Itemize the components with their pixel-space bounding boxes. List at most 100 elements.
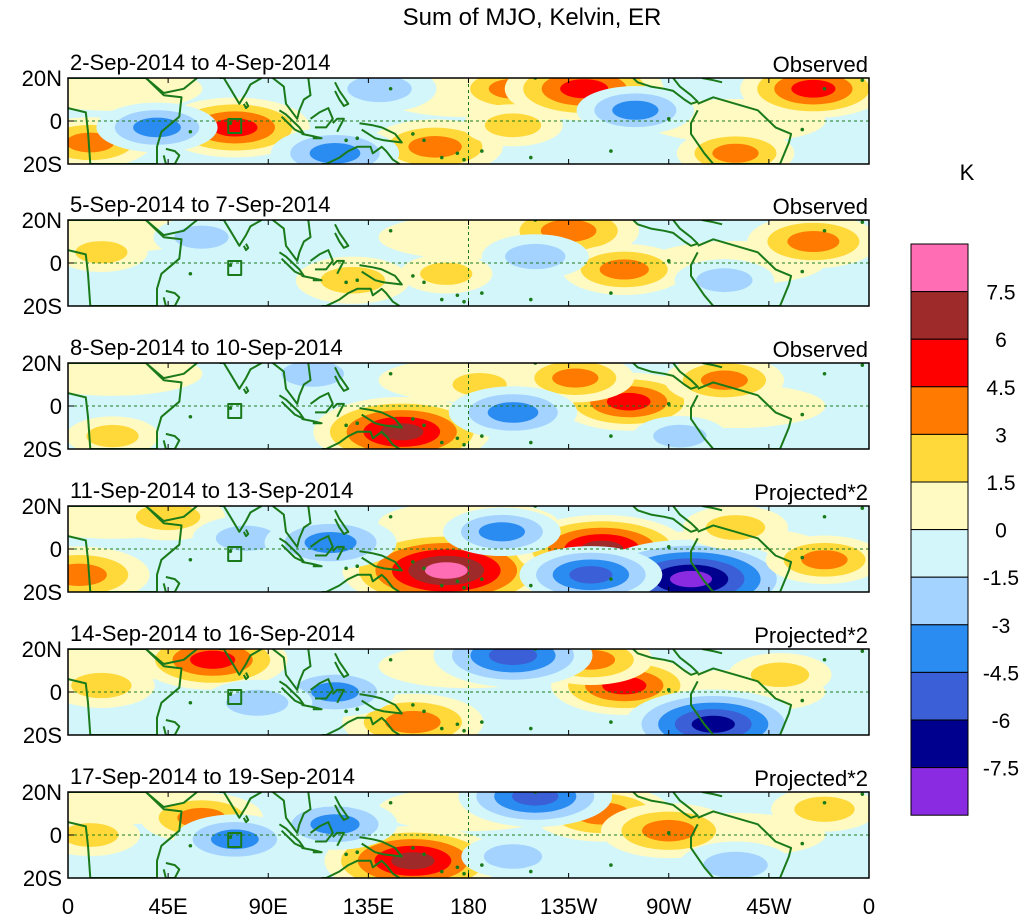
island xyxy=(822,657,827,662)
coastline xyxy=(321,145,401,164)
colorbar-tick-label: -3 xyxy=(992,615,1011,638)
coastline xyxy=(321,716,401,735)
panel: 5-Sep-2014 to 7-Sep-2014 Observed 20N 0 20S xyxy=(22,192,870,319)
y-tick-label: 0 xyxy=(50,823,62,848)
x-tick-label: 0 xyxy=(62,894,74,919)
island xyxy=(411,846,415,850)
y-tick-label: 20S xyxy=(23,723,62,748)
y-tick-label: 0 xyxy=(50,109,62,134)
island xyxy=(355,136,360,140)
island xyxy=(355,707,360,711)
island xyxy=(800,127,805,132)
island xyxy=(860,220,865,224)
island xyxy=(188,557,193,562)
contour-level xyxy=(420,262,473,285)
coastline xyxy=(309,535,334,557)
anomaly-blob xyxy=(519,546,663,592)
panel-date-range: 17-Sep-2014 to 19-Sep-2014 xyxy=(70,764,355,789)
colorbar-swatch xyxy=(910,671,969,721)
coastline xyxy=(690,96,793,164)
island xyxy=(666,259,671,263)
island xyxy=(344,709,348,714)
island xyxy=(188,414,193,419)
anomaly-blob xyxy=(153,220,250,258)
coastline xyxy=(278,823,305,849)
island xyxy=(462,442,466,447)
contour-level xyxy=(281,363,344,387)
contour-level xyxy=(505,243,566,270)
island xyxy=(228,835,233,839)
coastline xyxy=(332,545,345,561)
coastline xyxy=(334,652,350,678)
coastlines xyxy=(68,649,865,735)
panel-field xyxy=(68,78,869,164)
island xyxy=(422,280,426,285)
x-tick-label: 135W xyxy=(540,894,598,919)
anomaly-blob xyxy=(68,232,148,273)
island xyxy=(440,440,444,445)
anomaly-blob xyxy=(443,507,561,557)
island xyxy=(609,577,613,581)
island xyxy=(666,545,671,549)
island xyxy=(822,86,827,91)
coastline xyxy=(632,649,699,676)
island xyxy=(455,293,460,298)
coastline xyxy=(309,678,334,700)
coastline xyxy=(334,81,350,107)
y-tick-label: 0 xyxy=(50,251,62,276)
island xyxy=(411,703,415,707)
coastlines xyxy=(68,78,865,164)
x-tick-label: 180 xyxy=(450,894,487,919)
contour-level xyxy=(483,844,543,869)
island xyxy=(388,228,393,233)
coastline xyxy=(162,862,181,878)
colorbar-swatch xyxy=(910,719,969,769)
contour-level xyxy=(488,649,538,666)
island xyxy=(666,117,671,121)
x-tick-label: 135E xyxy=(343,894,394,919)
anomaly-blob xyxy=(68,416,159,449)
anomaly-blob xyxy=(561,243,687,295)
anomaly-blob xyxy=(433,649,593,688)
anomaly-blob xyxy=(740,78,869,119)
coastline xyxy=(309,249,334,271)
island xyxy=(609,291,613,295)
panel-date-range: 5-Sep-2014 to 7-Sep-2014 xyxy=(70,192,331,217)
contour-level xyxy=(215,525,277,551)
contour-level xyxy=(86,424,139,448)
island xyxy=(440,583,444,588)
coastlines xyxy=(68,220,865,306)
island xyxy=(529,297,533,302)
coastline xyxy=(242,101,250,110)
colorbar-tick-label: 1.5 xyxy=(986,472,1015,495)
island xyxy=(609,720,613,724)
coastline xyxy=(309,392,334,414)
contour-level xyxy=(174,225,229,249)
contour-level xyxy=(424,562,468,579)
contour-level xyxy=(691,715,735,733)
island xyxy=(822,800,827,805)
panel-date-range: 11-Sep-2014 to 13-Sep-2014 xyxy=(70,478,353,503)
coastline xyxy=(162,432,181,449)
panel-label: Observed xyxy=(773,52,868,77)
anomaly-blob xyxy=(448,386,578,439)
background-band xyxy=(68,363,203,396)
y-tick-label: 0 xyxy=(50,537,62,562)
island xyxy=(860,363,865,367)
region-box xyxy=(227,403,243,419)
y-tick-label: 20N xyxy=(22,66,62,91)
contour-level xyxy=(189,650,236,669)
colorbar-swatch xyxy=(910,576,969,626)
anomaly-blob xyxy=(683,506,788,550)
colorbar-tick-label: -4.5 xyxy=(983,662,1019,685)
contour-level xyxy=(599,259,649,280)
contour-level xyxy=(569,566,613,584)
coastline xyxy=(145,363,198,380)
island xyxy=(188,129,193,134)
coastline xyxy=(359,407,403,429)
island xyxy=(455,151,460,156)
x-tick-label: 45W xyxy=(746,894,791,919)
x-tick-label: 45E xyxy=(149,894,188,919)
contour-level xyxy=(211,829,259,850)
x-tick-label: 90W xyxy=(646,894,691,919)
